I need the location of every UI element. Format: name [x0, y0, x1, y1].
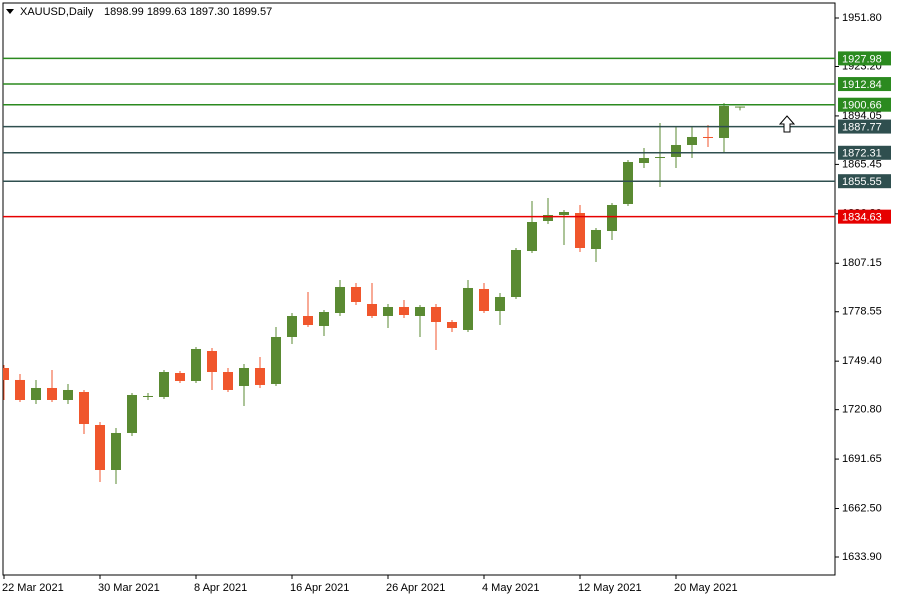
candle-body	[111, 432, 121, 470]
y-tick-label: 1778.55	[842, 306, 882, 318]
x-tick-label: 12 May 2021	[578, 582, 642, 594]
candle-body	[463, 287, 473, 330]
candle-body	[415, 306, 425, 317]
y-tick-label: 1720.80	[842, 404, 882, 416]
price-level-label: 1872.31	[842, 148, 882, 160]
candle-body	[351, 286, 361, 302]
price-level-tag	[838, 77, 891, 92]
axes: 1951.801923.201894.051865.451836.301807.…	[2, 12, 891, 594]
candle-body	[303, 316, 313, 326]
plot-frame	[2, 2, 836, 576]
candle-body	[47, 387, 57, 400]
y-tick-label: 1633.90	[842, 551, 882, 563]
candle-body	[271, 336, 281, 384]
chart-title: XAUUSD,Daily	[20, 6, 94, 18]
y-tick-label: 1662.50	[842, 502, 882, 514]
candle-body	[79, 391, 89, 425]
ohlc-readout: 1898.99 1899.63 1897.30 1899.57	[104, 6, 272, 18]
candle-body	[735, 106, 745, 108]
candle-body	[495, 296, 505, 311]
price-level-label: 1912.84	[842, 79, 882, 91]
candle-body	[687, 136, 697, 145]
candle-body	[447, 322, 457, 328]
x-tick-label: 8 Apr 2021	[194, 582, 247, 594]
candle-body	[255, 368, 265, 385]
candle-body	[655, 156, 665, 158]
candle-body	[63, 389, 73, 400]
candle-body	[575, 213, 585, 248]
x-tick-label: 4 May 2021	[482, 582, 539, 594]
candle-body	[703, 136, 713, 138]
price-level-tag	[838, 145, 891, 160]
candle-body	[511, 249, 521, 297]
price-level-tag	[838, 51, 891, 66]
symbol-menu-icon[interactable]	[6, 9, 14, 14]
candle-body	[127, 394, 137, 433]
candle-body	[3, 368, 9, 380]
candle-body	[607, 204, 617, 231]
price-level-tag	[838, 97, 891, 112]
candle-body	[95, 425, 105, 470]
price-level-label: 1834.63	[842, 212, 882, 224]
candle-body	[159, 372, 169, 397]
candle-body	[191, 348, 201, 381]
plot-area	[3, 57, 835, 484]
x-tick-label: 22 Mar 2021	[2, 582, 64, 594]
candle-body	[175, 373, 185, 381]
x-tick-label: 20 May 2021	[674, 582, 738, 594]
x-tick-label: 30 Mar 2021	[98, 582, 160, 594]
price-level-label: 1927.98	[842, 53, 882, 65]
price-level-tag	[838, 174, 891, 189]
candle-body	[639, 157, 649, 164]
buy-arrow-icon	[778, 115, 796, 133]
candle-body	[527, 222, 537, 251]
candle-body	[383, 306, 393, 317]
price-level-tag	[838, 119, 891, 134]
y-tick-label: 1894.05	[842, 110, 882, 122]
candle-body	[367, 303, 377, 317]
candle-body	[543, 215, 553, 222]
candle-body	[15, 379, 25, 400]
y-tick-label: 1691.65	[842, 453, 882, 465]
price-level-tag	[838, 209, 891, 224]
candle-body	[671, 144, 681, 157]
y-tick-label: 1807.15	[842, 257, 882, 269]
candle-body	[431, 306, 441, 323]
y-tick-label: 1749.40	[842, 355, 882, 367]
candle-body	[319, 311, 329, 326]
candle-body	[287, 316, 297, 337]
candle-body	[239, 368, 249, 386]
x-tick-label: 26 Apr 2021	[386, 582, 445, 594]
candle-body	[207, 350, 217, 373]
candle-body	[31, 387, 41, 400]
candle-body	[559, 212, 569, 216]
y-tick-label: 1865.45	[842, 158, 882, 170]
candle-body	[591, 229, 601, 249]
y-tick-label: 1951.80	[842, 12, 882, 24]
candle-body	[623, 162, 633, 204]
candle-body	[335, 286, 345, 313]
candle-body	[479, 288, 489, 311]
price-level-label: 1855.55	[842, 176, 882, 188]
price-level-label: 1900.66	[842, 100, 882, 112]
candle-body	[143, 395, 153, 397]
x-tick-label: 16 Apr 2021	[290, 582, 349, 594]
price-level-label: 1887.77	[842, 121, 882, 133]
candle-body	[719, 105, 729, 138]
candle-body	[223, 372, 233, 390]
candle-body	[399, 306, 409, 315]
